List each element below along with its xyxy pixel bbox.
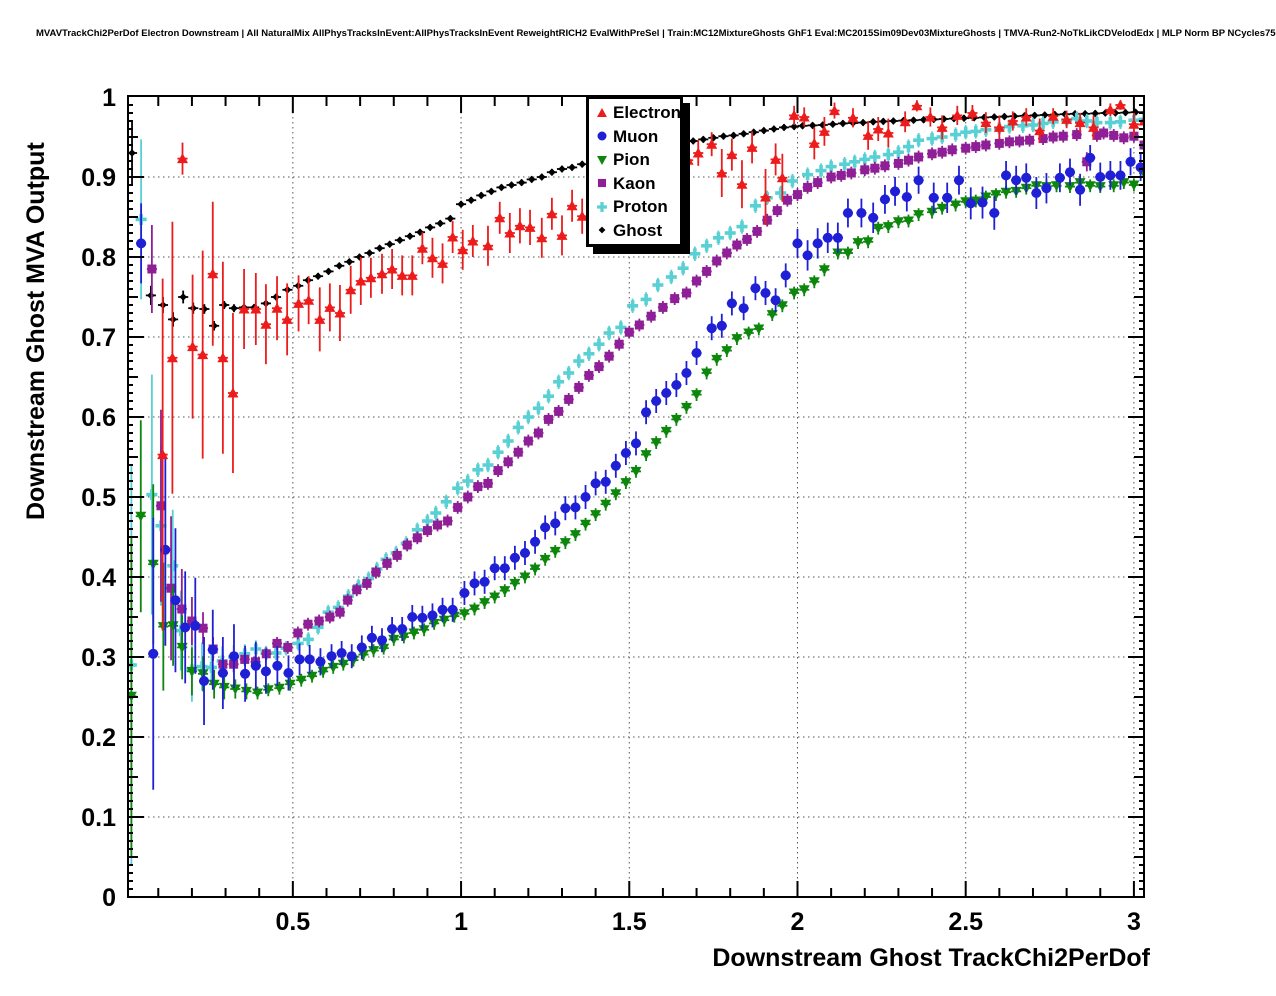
proton-marker-icon [597,201,607,212]
legend-item-muon: Muon [592,126,680,146]
legend-item-pion: Pion [592,150,680,170]
svg-text:3: 3 [1127,908,1141,936]
legend-label: Electron [613,103,682,123]
x-axis-title: Downstream Ghost TrackChi2PerDof [712,944,1150,972]
muon-marker-icon [597,131,607,141]
svg-text:0.6: 0.6 [81,404,116,432]
pion-marker-icon [597,155,607,165]
svg-text:0.2: 0.2 [81,724,116,752]
legend-item-proton: Proton [592,197,680,217]
y-axis-title: Downstream Ghost MVA Output [22,142,50,520]
svg-text:0.5: 0.5 [275,908,310,936]
svg-text:1: 1 [454,908,468,936]
legend-label: Kaon [613,173,656,193]
electron-marker-icon [597,107,607,117]
svg-text:0.7: 0.7 [81,324,116,352]
kaon-marker-icon [597,179,607,188]
svg-text:0.3: 0.3 [81,644,116,672]
svg-text:2: 2 [791,908,805,936]
svg-text:1: 1 [102,84,116,112]
legend-label: Proton [613,197,668,217]
ghost-marker-icon [598,226,606,234]
legend-label: Muon [613,126,659,146]
svg-text:0: 0 [102,884,116,912]
legend-item-ghost: Ghost [592,220,680,240]
series-pion [128,166,1144,857]
legend-item-electron: Electron [592,103,682,123]
legend-label: Ghost [613,220,663,240]
svg-text:0.4: 0.4 [81,564,116,592]
page-title: MVAVTrackChi2PerDof Electron Downstream … [36,28,1276,39]
svg-text:0.1: 0.1 [81,804,116,832]
svg-text:0.9: 0.9 [81,164,116,192]
axes-layer: 0 0.1 0.2 0.3 0.4 0.5 0.6 0.7 0.8 0.9 1 0.5 1 1.5 2 2.5… [81,84,1145,936]
legend-item-kaon: Kaon [592,173,680,193]
legend-label: Pion [613,150,650,170]
series-muon [136,145,1144,790]
svg-text:2.5: 2.5 [948,908,983,936]
svg-text:0.5: 0.5 [81,484,116,512]
svg-text:0.8: 0.8 [81,244,116,272]
series-kaon [146,126,1144,674]
legend: Electron Muon Pion Kaon Proton Ghost [586,96,683,247]
svg-text:1.5: 1.5 [612,908,647,936]
